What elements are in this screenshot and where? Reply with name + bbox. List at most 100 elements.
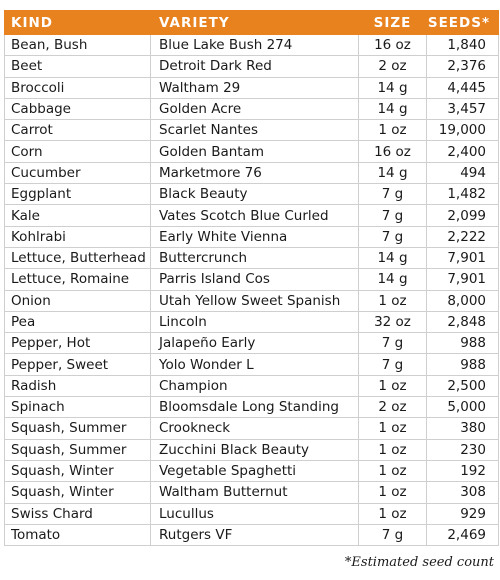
variety-cell: Golden Bantam [150,140,359,163]
variety-cell: Black Beauty [150,183,359,206]
header-seeds: SEEDS* [426,10,499,35]
variety-cell: Utah Yellow Sweet Spanish [150,289,359,312]
kind-cell: Onion [4,289,151,312]
table-row: Pepper, Hot Jalapeño Early 7 g 988 [4,332,499,355]
seeds-cell: 2,500 [426,374,499,398]
size-cell: 1 oz [358,438,427,461]
size-cell: 2 oz [358,55,427,78]
size-cell: 1 oz [358,502,427,525]
seeds-cell: 2,222 [426,225,499,248]
kind-cell: Broccoli [4,76,151,99]
kind-cell: Lettuce, Romaine [4,268,151,291]
table-row: Squash, Summer Crookneck 1 oz 380 [4,417,499,440]
size-cell: 16 oz [358,33,427,57]
seeds-cell: 2,469 [426,523,499,547]
size-cell: 7 g [358,353,427,376]
kind-cell: Eggplant [4,183,151,206]
seeds-cell: 2,848 [426,310,499,334]
size-cell: 7 g [358,204,427,227]
size-cell: 14 g [358,161,427,185]
size-cell: 1 oz [358,481,427,504]
table-row: Squash, Summer Zucchini Black Beauty 1 oz 2… [4,438,499,461]
size-cell: 14 g [358,97,427,121]
header-row: KIND VARIETY SIZE SEEDS* [4,10,499,35]
size-cell: 14 g [358,246,427,270]
kind-cell: Squash, Summer [4,417,151,440]
kind-cell: Swiss Chard [4,502,151,525]
variety-cell: Scarlet Nantes [150,119,359,142]
kind-cell: Spinach [4,396,151,419]
size-cell: 1 oz [358,119,427,142]
table-row: Swiss Chard Lucullus 1 oz 929 [4,502,499,525]
seed-table: KIND VARIETY SIZE SEEDS* Bean, Bush Blue … [4,10,499,547]
variety-cell: Waltham 29 [150,76,359,99]
seeds-cell: 1,482 [426,183,499,206]
size-cell: 16 oz [358,140,427,163]
table-row: Lettuce, Butterhead Buttercrunch 14 g 7,901 [4,246,499,270]
table-row: Carrot Scarlet Nantes 1 oz 19,000 [4,119,499,142]
header-variety: VARIETY [150,10,359,35]
variety-cell: Marketmore 76 [150,161,359,185]
kind-cell: Squash, Winter [4,481,151,504]
table-row: Radish Champion 1 oz 2,500 [4,374,499,398]
table-body: Bean, Bush Blue Lake Bush 274 16 oz 1,840 Be… [4,33,499,547]
size-cell: 14 g [358,76,427,99]
table-row: Bean, Bush Blue Lake Bush 274 16 oz 1,840 [4,33,499,57]
variety-cell: Blue Lake Bush 274 [150,33,359,57]
seeds-cell: 4,445 [426,76,499,99]
kind-cell: Squash, Winter [4,459,151,483]
variety-cell: Golden Acre [150,97,359,121]
seeds-cell: 988 [426,353,499,376]
kind-cell: Pepper, Hot [4,332,151,355]
size-cell: 7 g [358,225,427,248]
seeds-cell: 3,457 [426,97,499,121]
table-row: Spinach Bloomsdale Long Standing 2 oz 5,000 [4,396,499,419]
variety-cell: Crookneck [150,417,359,440]
table-row: Beet Detroit Dark Red 2 oz 2,376 [4,55,499,78]
table-row: Tomato Rutgers VF 7 g 2,469 [4,523,499,547]
variety-cell: Lucullus [150,502,359,525]
seeds-cell: 5,000 [426,396,499,419]
seeds-cell: 230 [426,438,499,461]
variety-cell: Buttercrunch [150,246,359,270]
seeds-cell: 494 [426,161,499,185]
table-row: Kale Vates Scotch Blue Curled 7 g 2,099 [4,204,499,227]
seeds-cell: 7,901 [426,246,499,270]
kind-cell: Lettuce, Butterhead [4,246,151,270]
size-cell: 32 oz [358,310,427,334]
table-row: Corn Golden Bantam 16 oz 2,400 [4,140,499,163]
table-row: Squash, Winter Waltham Butternut 1 oz 308 [4,481,499,504]
kind-cell: Radish [4,374,151,398]
table-row: Cucumber Marketmore 76 14 g 494 [4,161,499,185]
variety-cell: Early White Vienna [150,225,359,248]
variety-cell: Bloomsdale Long Standing [150,396,359,419]
table-row: Lettuce, Romaine Parris Island Cos 14 g 7,9… [4,268,499,291]
variety-cell: Vates Scotch Blue Curled [150,204,359,227]
table-row: Onion Utah Yellow Sweet Spanish 1 oz 8,000 [4,289,499,312]
kind-cell: Kohlrabi [4,225,151,248]
table-header: KIND VARIETY SIZE SEEDS* [4,10,499,35]
seeds-cell: 988 [426,332,499,355]
size-cell: 1 oz [358,374,427,398]
kind-cell: Tomato [4,523,151,547]
variety-cell: Waltham Butternut [150,481,359,504]
table-row: Broccoli Waltham 29 14 g 4,445 [4,76,499,99]
table-row: Squash, Winter Vegetable Spaghetti 1 oz 192 [4,459,499,483]
kind-cell: Cucumber [4,161,151,185]
table-row: Cabbage Golden Acre 14 g 3,457 [4,97,499,121]
seeds-cell: 380 [426,417,499,440]
kind-cell: Pea [4,310,151,334]
table-row: Eggplant Black Beauty 7 g 1,482 [4,183,499,206]
variety-cell: Detroit Dark Red [150,55,359,78]
variety-cell: Zucchini Black Beauty [150,438,359,461]
kind-cell: Cabbage [4,97,151,121]
seeds-cell: 19,000 [426,119,499,142]
size-cell: 1 oz [358,289,427,312]
seeds-cell: 2,099 [426,204,499,227]
kind-cell: Bean, Bush [4,33,151,57]
variety-cell: Jalapeño Early [150,332,359,355]
kind-cell: Squash, Summer [4,438,151,461]
table-row: Pea Lincoln 32 oz 2,848 [4,310,499,334]
seeds-cell: 1,840 [426,33,499,57]
